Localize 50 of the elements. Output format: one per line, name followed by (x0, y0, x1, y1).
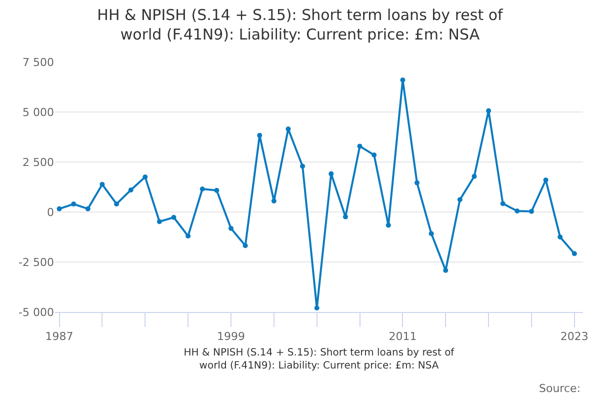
point (472, 174, 477, 179)
x-tick-label: 2011 (388, 330, 417, 344)
point (214, 188, 220, 193)
y-tick-label: 0 (47, 206, 54, 219)
point (414, 180, 420, 186)
point (286, 126, 291, 132)
point (528, 208, 534, 214)
point (372, 152, 377, 158)
y-tick-label: 2 500 (22, 156, 54, 169)
point (56, 206, 62, 212)
y-tick-label: 5 000 (22, 106, 54, 119)
point (400, 78, 406, 82)
point (156, 219, 162, 224)
chart-title: HH & NPISH (S.14 + S.15): Short term loans by rest of world (F.41N9): Liability: Current price: £m: NSA (97, 6, 504, 44)
point (514, 208, 520, 214)
point (114, 202, 120, 206)
point (314, 306, 320, 310)
x-axis-title: HH & NPISH (S.14 + S.15): Short term loans by rest of world (F.41N9): Liability: Current price: £m: NSA (184, 348, 455, 372)
x-tick-label: 1999 (217, 330, 245, 344)
point (142, 174, 148, 180)
point (242, 243, 248, 248)
point (342, 214, 348, 220)
point (558, 234, 563, 240)
point (128, 188, 134, 192)
point (543, 178, 548, 182)
point (228, 226, 234, 231)
point (257, 132, 262, 138)
y-tick-label: 7 500 (22, 56, 54, 69)
point (500, 201, 506, 206)
point (572, 251, 577, 256)
point (328, 171, 334, 176)
point (71, 202, 76, 206)
point (200, 186, 205, 192)
y-tick-label: -2 500 (18, 256, 54, 269)
point (300, 164, 306, 169)
point (443, 268, 448, 273)
source-note: Source: (539, 382, 580, 395)
point (457, 197, 462, 202)
point (171, 214, 176, 220)
x-tick-label: 2023 (560, 330, 588, 344)
point (271, 198, 276, 204)
point (85, 206, 90, 212)
point (186, 234, 191, 238)
point (357, 144, 362, 149)
x-tick-label: 1987 (45, 330, 74, 344)
y-tick-label: -5 000 (18, 306, 54, 319)
point (428, 231, 434, 236)
point (100, 182, 105, 187)
point (486, 108, 492, 114)
point (386, 222, 391, 228)
